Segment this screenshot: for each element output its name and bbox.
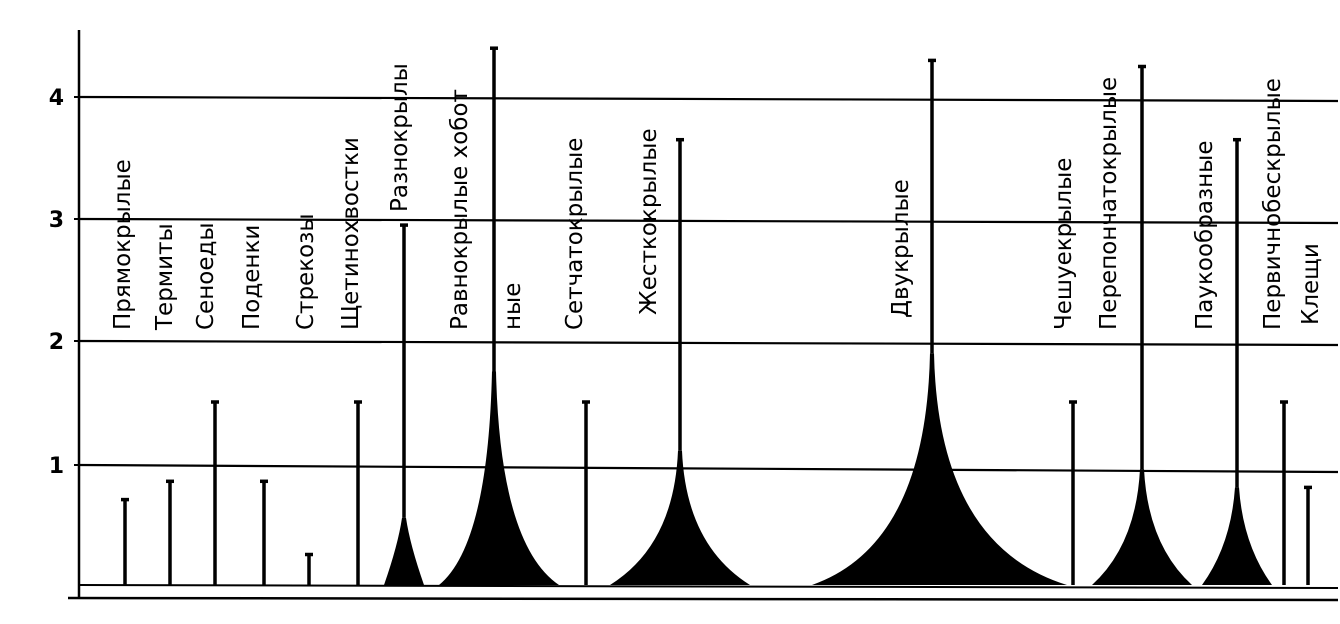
group-label-5: Щетинохвостки bbox=[338, 137, 364, 330]
group-label-3: Поденки bbox=[239, 225, 265, 330]
grid-lines bbox=[78, 95, 1339, 474]
group-label-4: Стрекозы bbox=[293, 213, 319, 330]
y-tick-label-3: 3 bbox=[49, 208, 64, 233]
group-7-spindle bbox=[439, 371, 559, 585]
group-10-spindle bbox=[610, 450, 750, 585]
group-label-14: Паукообразные bbox=[1192, 141, 1218, 331]
group-label-13: Перепончатокрылые bbox=[1096, 77, 1122, 330]
group-label-11: Двукрылые bbox=[888, 179, 914, 318]
gridline-1 bbox=[78, 463, 1339, 474]
gridline-3 bbox=[78, 217, 1339, 225]
group-profiles bbox=[121, 46, 1312, 585]
group-label-12: Чешуекрылые bbox=[1051, 158, 1077, 330]
group-label-10: Жесткокрылые bbox=[636, 128, 662, 315]
y-tick-label-1: 1 bbox=[49, 454, 64, 479]
group-label-8: ные bbox=[500, 283, 526, 330]
group-label-1: Термиты bbox=[152, 223, 178, 331]
y-tick-label-4: 4 bbox=[49, 86, 64, 111]
y-tick-label-2: 2 bbox=[49, 330, 64, 355]
axes bbox=[67, 30, 1339, 602]
group-11-spindle bbox=[812, 353, 1067, 585]
baseline bbox=[78, 584, 1339, 589]
group-label-16: Клещи bbox=[1298, 243, 1324, 325]
group-label-7: Равнокрылые хобот bbox=[447, 89, 473, 330]
group-label-6: Разнокрылы bbox=[387, 63, 413, 212]
group-label-9: Сетчатокрылые bbox=[562, 138, 588, 330]
group-label-2: Сеноеды bbox=[193, 222, 219, 330]
group-13-spindle bbox=[1092, 469, 1192, 585]
group-6-spindle bbox=[384, 517, 424, 585]
group-label-15: Первичнобескрылые bbox=[1260, 78, 1286, 330]
group-labels: Прямокрылые Термиты Сеноеды Поденки Стрекозы… bbox=[110, 63, 1324, 331]
gridline-2 bbox=[78, 339, 1339, 347]
gridline-4 bbox=[78, 95, 1339, 103]
group-label-0: Прямокрылые bbox=[110, 159, 136, 330]
group-14-spindle bbox=[1202, 487, 1272, 585]
y-tick-labels: 1 2 3 4 bbox=[49, 86, 64, 479]
x-axis bbox=[67, 596, 1339, 602]
